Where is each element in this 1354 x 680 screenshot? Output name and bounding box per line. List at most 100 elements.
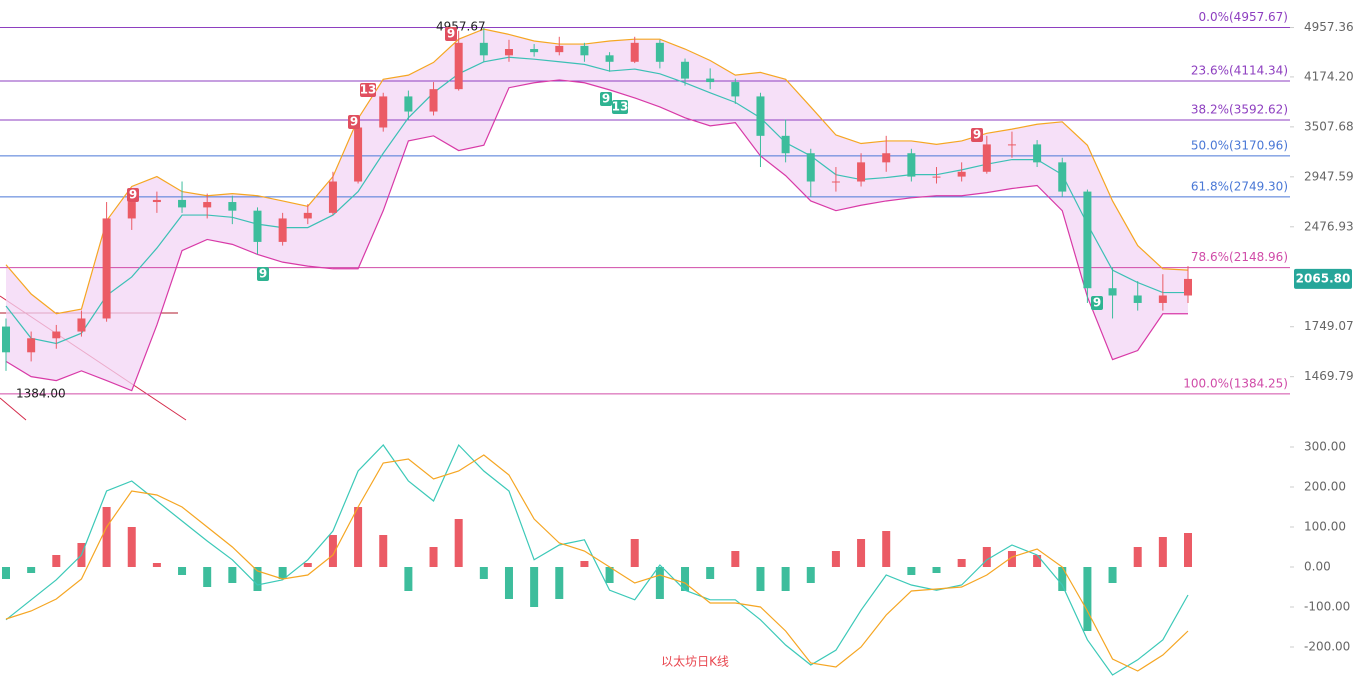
- macd-bar: [882, 531, 891, 567]
- y-tick-label: 300.00: [1304, 440, 1346, 454]
- td-marker-label: 9: [447, 27, 455, 41]
- candle-body: [681, 61, 690, 79]
- candle-body: [806, 153, 815, 182]
- macd-bar: [479, 567, 488, 579]
- td-marker: [971, 128, 983, 142]
- y-tick-label: 2947.59: [1304, 169, 1354, 183]
- last-price-label: 2065.80: [1296, 271, 1351, 285]
- macd-bar: [1083, 567, 1092, 631]
- candle-body: [580, 45, 589, 56]
- fib-label: 61.8%(2749.30): [1191, 179, 1288, 193]
- macd-bar: [756, 567, 765, 591]
- candle-body: [957, 171, 966, 177]
- candle-body: [127, 202, 136, 219]
- macd-bar: [2, 567, 10, 579]
- macd-bar: [429, 547, 438, 567]
- macd-bar: [630, 539, 639, 567]
- macd-bar: [831, 551, 840, 567]
- macd-bar: [681, 567, 690, 591]
- td-marker-label: 13: [360, 83, 377, 97]
- td-marker: [600, 92, 612, 106]
- candle-body: [982, 144, 991, 172]
- candle-body: [77, 318, 86, 332]
- candle-body: [278, 218, 287, 242]
- candle-body: [932, 176, 941, 178]
- candle-body: [429, 89, 438, 112]
- macd-bar: [857, 539, 866, 567]
- macd-bar: [1108, 567, 1117, 583]
- candle-body: [630, 42, 639, 62]
- macd-bar: [178, 567, 187, 575]
- trend-line: [0, 397, 27, 421]
- candle-body: [303, 212, 312, 219]
- macd-bar: [605, 567, 614, 583]
- macd-bar: [127, 527, 136, 567]
- candle-body: [1158, 295, 1167, 303]
- td-marker-label: 9: [973, 128, 981, 142]
- fib-label: 0.0%(4957.67): [1199, 10, 1288, 24]
- candle-body: [1007, 144, 1016, 146]
- macd-bar: [228, 567, 237, 583]
- y-tick-label: 1469.79: [1304, 369, 1354, 383]
- y-tick-label: -100.00: [1304, 600, 1350, 614]
- macd-bar: [731, 551, 740, 567]
- fib-label: 23.6%(4114.34): [1191, 64, 1288, 78]
- candle-body: [655, 42, 664, 62]
- td-marker-label: 9: [602, 92, 610, 106]
- candle-body: [781, 135, 790, 154]
- candle-body: [253, 210, 262, 242]
- macd-bar: [1007, 551, 1016, 567]
- y-tick-label: 1749.07: [1304, 319, 1354, 333]
- macd-bar: [1184, 533, 1192, 567]
- macd-bar: [303, 563, 312, 567]
- macd-bar: [102, 507, 111, 567]
- candle-body: [178, 199, 187, 208]
- candle-body: [1108, 288, 1117, 296]
- y-tick-label: 4174.20: [1304, 69, 1354, 83]
- td-marker: [612, 100, 628, 114]
- macd-bar: [530, 567, 539, 607]
- band-line: [5, 79, 1188, 392]
- candle-body: [328, 181, 337, 213]
- y-tick-label: 4957.36: [1304, 20, 1354, 34]
- macd-bar: [52, 555, 61, 567]
- candle-body: [857, 162, 866, 182]
- macd-bar: [253, 567, 262, 591]
- macd-bar: [404, 567, 413, 591]
- fib-label: 38.2%(3592.62): [1191, 102, 1288, 116]
- macd-bar: [706, 567, 715, 579]
- td-marker: [445, 27, 457, 41]
- band-line: [5, 28, 1189, 315]
- candle-body: [152, 199, 161, 203]
- candle-body: [354, 127, 363, 182]
- macd-bar: [454, 519, 463, 567]
- macd-bar: [504, 567, 513, 599]
- candle-body: [228, 202, 237, 211]
- td-marker: [127, 188, 139, 202]
- td-marker-label: 9: [259, 267, 267, 281]
- band-line: [5, 56, 1188, 345]
- macd-bar: [580, 561, 589, 567]
- macd-bar: [27, 567, 36, 573]
- y-tick-label: 200.00: [1304, 480, 1346, 494]
- candle-body: [203, 202, 212, 208]
- macd-bar: [354, 507, 363, 567]
- macd-bar: [152, 563, 161, 567]
- macd-bar: [278, 567, 287, 579]
- candle-body: [404, 96, 413, 112]
- last-price-box: [1294, 268, 1352, 289]
- td-marker-label: 9: [1093, 296, 1101, 310]
- candle-body: [1133, 295, 1142, 303]
- candle-body: [27, 338, 36, 353]
- macd-bar: [907, 567, 916, 575]
- candle-body: [756, 96, 765, 136]
- td-marker-label: 13: [612, 100, 629, 114]
- candle-body: [530, 49, 539, 53]
- td-marker: [257, 267, 269, 281]
- y-tick-label: -200.00: [1304, 640, 1350, 654]
- candle-body: [555, 45, 564, 53]
- candle-body: [731, 82, 740, 97]
- chart-title: 以太坊日K线: [661, 654, 729, 669]
- candle-body: [479, 42, 488, 56]
